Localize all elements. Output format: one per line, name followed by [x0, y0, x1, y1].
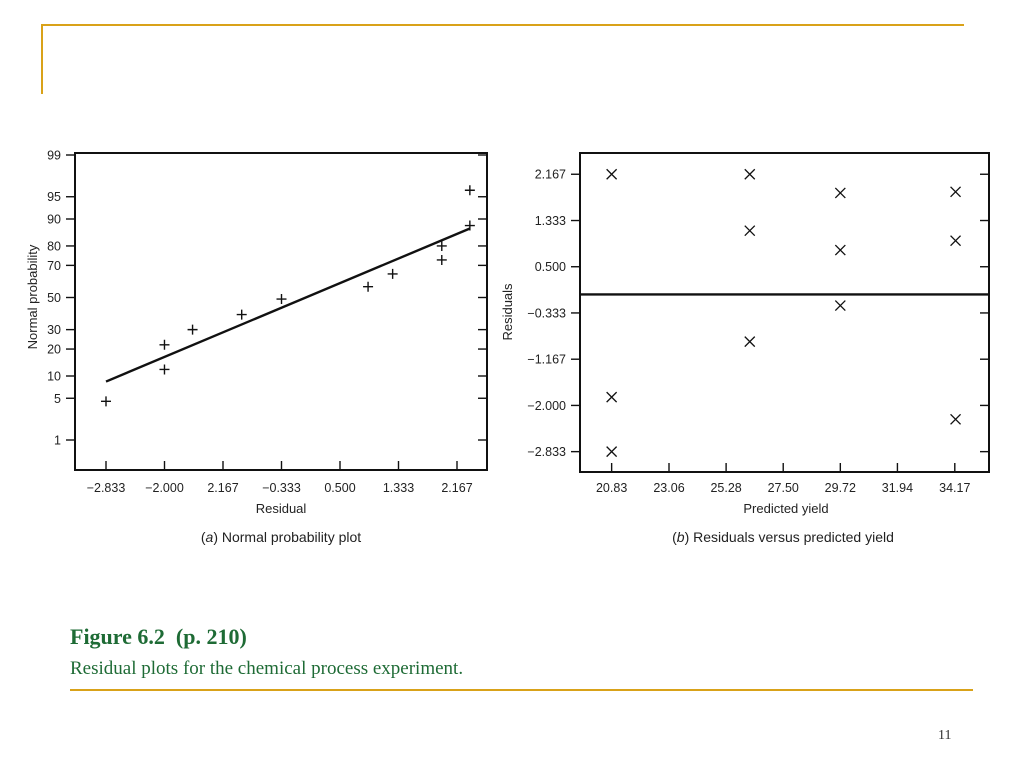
plot-a-x-tick-label: −2.000	[145, 481, 184, 495]
plot-b-x-tick-label: 23.06	[653, 481, 684, 495]
plot-a-point	[276, 294, 287, 305]
plot-a-point	[236, 309, 247, 320]
plot-b-point	[744, 336, 756, 348]
plot-a-x-tick-label: 1.333	[383, 481, 414, 495]
plot-a-fit-line	[105, 227, 471, 383]
slide-left-rule	[41, 24, 43, 94]
plot-b-x-tick-label: 31.94	[882, 481, 913, 495]
plot-a-x-tick-label: −0.333	[262, 481, 301, 495]
plot-a-y-tick-label: 95	[47, 190, 61, 204]
plot-b-point	[744, 225, 756, 237]
plot-a-point	[187, 324, 198, 335]
plot-b-y-tick-label: 0.500	[535, 260, 566, 274]
plot-a-x-tick-label: −2.833	[87, 481, 126, 495]
plot-a-y-ticks: 1 5 10 20 30 50 70 80 90 95 99	[47, 149, 487, 448]
plot-a-y-tick-label: 90	[47, 212, 61, 226]
plot-a-caption-rest: Normal probability plot	[218, 529, 361, 545]
plot-b-caption-letter: b	[677, 529, 685, 545]
plot-a-point	[387, 268, 398, 279]
plot-b-point	[950, 413, 962, 425]
plot-b-ylabel: Residuals	[500, 283, 515, 341]
plot-b-point	[606, 168, 618, 180]
plot-b-y-tick-label: −2.000	[527, 399, 566, 413]
plot-b-x-tick-label: 20.83	[596, 481, 627, 495]
plot-a-point	[101, 396, 111, 407]
plot-b-x-tick-label: 34.17	[939, 481, 970, 495]
plot-a-y-tick-label: 80	[47, 239, 61, 253]
plot-b-x-tick-label: 29.72	[825, 481, 856, 495]
plot-a-y-tick-label: 10	[47, 370, 61, 384]
plot-b-frame	[579, 152, 990, 473]
plot-a-point	[436, 240, 447, 251]
plot-b-xlabel: Predicted yield	[743, 501, 828, 516]
slide-bottom-rule	[70, 689, 973, 691]
plot-b-point	[606, 446, 618, 458]
plot-b-point	[950, 186, 962, 198]
plot-a-marks	[101, 185, 475, 407]
plot-a-y-tick-label: 1	[54, 434, 61, 448]
plot-b-point	[606, 391, 618, 403]
plot-a-x-tick-label: 0.500	[324, 481, 355, 495]
plot-b-y-tick-label: −2.833	[527, 445, 566, 459]
figure-subtitle: Residual plots for the chemical process …	[70, 658, 464, 679]
plot-a-y-tick-label: 20	[47, 343, 61, 357]
plot-a-y-tick-label: 30	[47, 323, 61, 337]
plot-a-y-tick-label: 50	[47, 291, 61, 305]
plot-b-y-tick-label: −1.167	[527, 353, 566, 367]
plot-b-point	[834, 244, 846, 256]
plot-a-point	[159, 364, 170, 375]
plot-a-ylabel: Normal probability	[25, 244, 40, 349]
figure-title: Figure 6.2 (p. 210)	[70, 624, 247, 649]
plot-b-caption-rest: Residuals versus predicted yield	[689, 529, 894, 545]
plot-a-y-tick-label: 5	[54, 392, 61, 406]
plot-b-point	[834, 300, 846, 312]
plot-a-caption: (a) Normal probability plot	[201, 529, 361, 545]
page-number: 11	[938, 728, 952, 743]
plot-b-point	[744, 168, 756, 180]
plot-a-caption-letter: a	[206, 529, 214, 545]
plot-a-x-tick-label: 2.167	[207, 481, 238, 495]
plot-a-xlabel: Residual	[256, 501, 307, 516]
plot-b-x-ticks: 20.83 23.06 25.28 27.50 29.72 31.94 34.17	[596, 463, 970, 495]
plot-a-point	[159, 339, 170, 350]
plot-b-y-ticks: 2.167 1.333 0.500 −0.333 −1.167 −2.000 −2.833	[527, 168, 989, 459]
plot-b-marks	[580, 168, 989, 458]
plot-b-caption: (b) Residuals versus predicted yield	[672, 529, 894, 545]
plot-a-point	[363, 281, 374, 292]
plot-b-point	[950, 235, 962, 247]
plot-b-x-tick-label: 25.28	[710, 481, 741, 495]
plot-a-point	[464, 185, 475, 196]
plot-b-x-tick-label: 27.50	[768, 481, 799, 495]
slide-top-rule	[41, 24, 964, 26]
plot-a-x-tick-label: 2.167	[441, 481, 472, 495]
plot-a-y-tick-label: 99	[47, 149, 61, 163]
plot-a-point	[436, 254, 447, 265]
plot-a-y-tick-label: 70	[47, 259, 61, 273]
plot-a-point	[464, 220, 475, 231]
plot-b-point	[834, 187, 846, 199]
plot-b-y-tick-label: −0.333	[527, 306, 566, 320]
plot-a-x-ticks: −2.833 −2.000 2.167 −0.333 0.500 1.333 2.167	[87, 461, 473, 495]
plot-b-y-tick-label: 1.333	[535, 214, 566, 228]
plot-b-y-tick-label: 2.167	[535, 168, 566, 182]
